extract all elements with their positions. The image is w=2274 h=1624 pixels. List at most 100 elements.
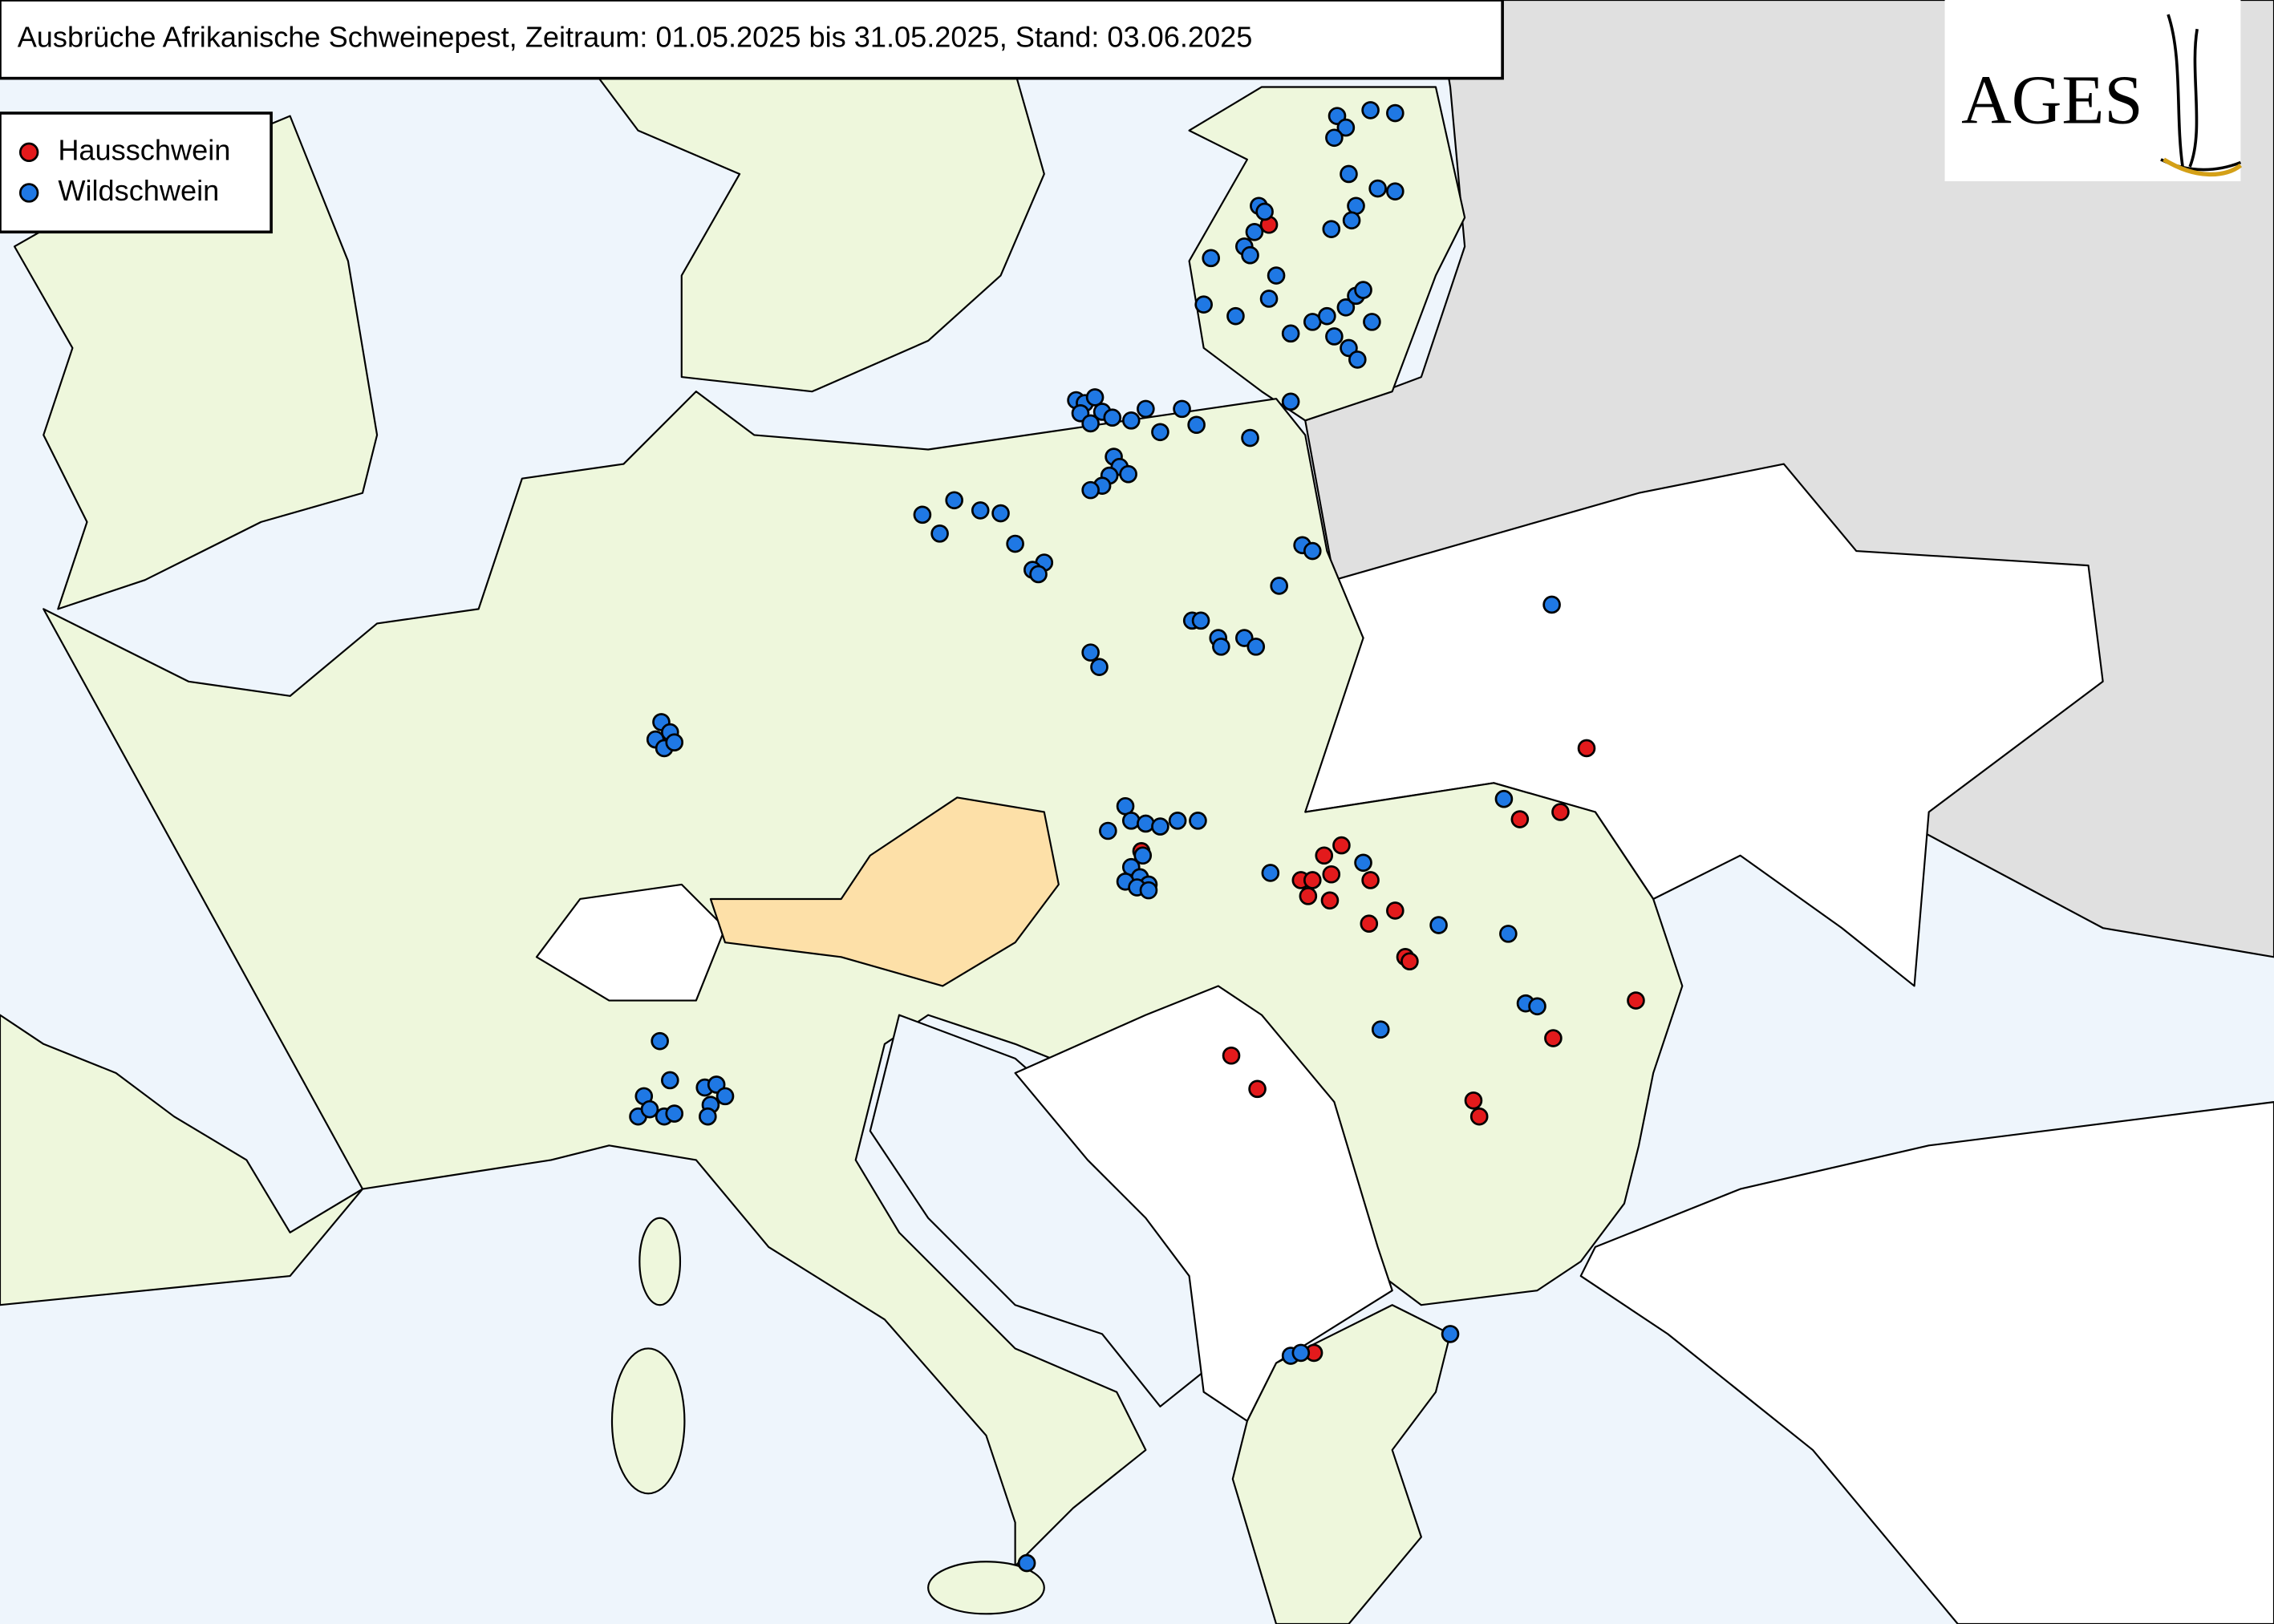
outbreak-marker: [1133, 846, 1153, 865]
outbreak-marker: [1363, 313, 1381, 331]
outbreak-marker: [1281, 324, 1300, 343]
outbreak-marker: [1189, 812, 1207, 830]
outbreak-marker: [1577, 739, 1596, 758]
outbreak-marker: [1081, 414, 1100, 433]
outbreak-marker: [1139, 881, 1158, 900]
outbreak-marker: [1245, 222, 1264, 241]
outbreak-marker: [1241, 428, 1259, 448]
outbreak-marker: [1542, 595, 1561, 614]
outbreak-marker: [1361, 101, 1380, 119]
title-box: [0, 0, 1504, 80]
outbreak-marker: [1270, 577, 1288, 595]
outbreak-marker: [1212, 638, 1230, 656]
outbreak-marker: [1499, 925, 1518, 943]
outbreak-marker: [1194, 295, 1213, 314]
outbreak-marker: [1168, 812, 1187, 830]
legend-box: [0, 111, 273, 234]
logo-box: [1944, 0, 2241, 182]
outbreak-marker: [1332, 836, 1351, 855]
outbreak-marker: [1121, 812, 1141, 830]
outbreak-markers: [629, 101, 1645, 1573]
baltics: [1188, 86, 1466, 422]
outbreak-marker: [1090, 658, 1109, 676]
outbreak-marker: [1281, 392, 1300, 411]
outbreak-marker: [1081, 643, 1100, 662]
outbreak-marker: [1627, 991, 1645, 1010]
outbreak-marker: [1303, 541, 1322, 561]
outbreak-marker: [1121, 411, 1141, 430]
outbreak-marker: [1354, 853, 1372, 873]
outbreak-marker: [1325, 327, 1344, 346]
outbreak-marker: [1137, 399, 1155, 419]
outbreak-marker: [1226, 306, 1245, 326]
outbreak-marker: [1222, 1046, 1241, 1065]
outbreak-marker: [1371, 1020, 1390, 1039]
title: Ausbrüche Afrikanische Schweinepest, Zei…: [18, 20, 1253, 53]
outbreak-marker: [1299, 887, 1318, 905]
outbreak-marker: [1322, 865, 1341, 884]
outbreak-marker: [661, 1071, 679, 1090]
outbreak-marker: [1429, 916, 1448, 934]
outbreak-marker: [1320, 891, 1340, 910]
outbreak-marker: [1315, 846, 1334, 865]
outbreak-marker: [1259, 290, 1279, 308]
corsica: [638, 1217, 682, 1306]
outbreak-marker: [945, 491, 963, 510]
outbreak-marker: [1340, 164, 1358, 184]
outbreak-marker: [1246, 638, 1266, 656]
outbreak-marker: [1386, 182, 1405, 200]
legend-marker: [18, 183, 39, 203]
outbreak-marker: [1469, 1107, 1489, 1126]
outbreak-marker: [1544, 1029, 1563, 1047]
outbreak-marker: [1348, 350, 1367, 369]
western-balkans: [1014, 985, 1393, 1422]
outbreak-marker: [1361, 871, 1380, 889]
outbreak-marker: [1006, 534, 1024, 553]
outbreak-marker: [1336, 298, 1356, 317]
outbreak-marker: [1151, 817, 1169, 836]
austria: [709, 796, 1060, 987]
outbreak-marker: [991, 504, 1010, 523]
outbreak-marker: [1103, 408, 1122, 427]
outbreak-marker: [1085, 388, 1105, 407]
logo-text: AGES: [1961, 62, 2143, 139]
outbreak-marker: [1318, 306, 1336, 326]
outbreak-marker: [913, 505, 932, 524]
outbreak-marker: [1342, 211, 1361, 230]
outbreak-marker: [1248, 1079, 1267, 1099]
outbreak-marker: [1464, 1091, 1483, 1110]
greece: [1231, 1304, 1452, 1624]
outbreak-marker: [1261, 864, 1280, 882]
outbreak-marker: [1551, 803, 1570, 821]
outbreak-marker: [1441, 1325, 1460, 1343]
outbreak-marker: [1267, 266, 1286, 285]
outbreak-marker: [1325, 128, 1344, 148]
turkey: [1579, 1101, 2274, 1624]
outbreak-marker: [1173, 399, 1191, 419]
outbreak-marker: [1191, 611, 1210, 630]
outbreak-marker: [1400, 952, 1419, 971]
outbreak-marker: [1354, 281, 1372, 299]
outbreak-marker: [640, 1100, 659, 1119]
outbreak-marker: [1241, 245, 1259, 265]
outbreak-marker: [1187, 415, 1206, 435]
outbreak-marker: [1494, 789, 1514, 808]
outbreak-marker: [1386, 901, 1405, 920]
outbreak-marker: [715, 1087, 735, 1106]
legend-marker: [18, 142, 39, 163]
legend-label: Wildschwein: [58, 174, 219, 207]
outbreak-marker: [1386, 103, 1405, 123]
outbreak-marker: [1029, 565, 1048, 584]
outbreak-marker: [665, 1104, 684, 1123]
outbreak-marker: [1099, 821, 1117, 840]
outbreak-marker: [1368, 179, 1387, 198]
outbreak-marker: [1119, 464, 1137, 484]
outbreak-marker: [1202, 249, 1221, 268]
legend: Hausschwein Wildschwein: [18, 133, 230, 207]
legend-label: Hausschwein: [58, 133, 230, 166]
outbreak-marker: [651, 1031, 669, 1051]
scandinavia: [594, 71, 1045, 393]
outbreak-marker: [1017, 1553, 1036, 1573]
